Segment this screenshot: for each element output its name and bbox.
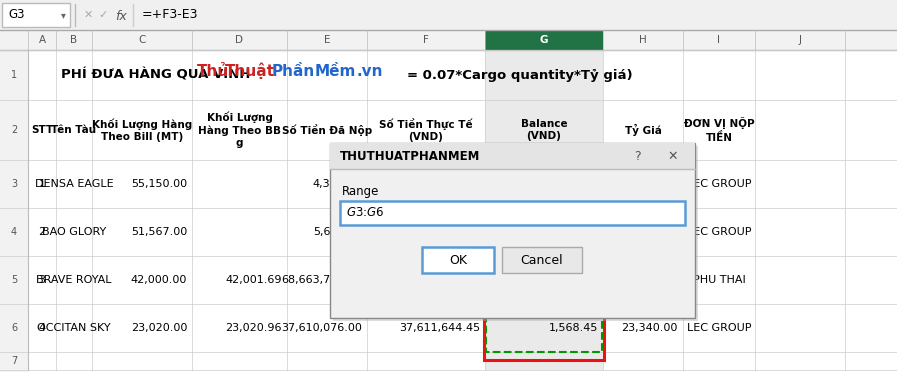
Bar: [330, 143, 695, 169]
Text: 1,568.45: 1,568.45: [549, 323, 598, 333]
Bar: [485, 30, 603, 50]
Text: E: E: [324, 35, 330, 45]
Text: Số Tiền Đã Nộp: Số Tiền Đã Nộp: [282, 124, 372, 136]
Text: ▾: ▾: [61, 10, 65, 20]
Text: .vn: .vn: [357, 64, 384, 78]
Text: PHU THAI: PHU THAI: [692, 275, 745, 285]
Text: LEC GROUP: LEC GROUP: [687, 227, 752, 237]
Text: B: B: [71, 35, 77, 45]
Text: Tỷ Giá: Tỷ Giá: [624, 124, 661, 136]
Text: 5: 5: [11, 275, 17, 285]
Bar: [0, 0, 897, 30]
Text: = 0.07*Cargo quantity*Tỷ giá): = 0.07*Cargo quantity*Tỷ giá): [407, 68, 632, 81]
Text: =+F3-E3: =+F3-E3: [142, 9, 198, 22]
Text: 68,663,700.00: 68,663,700.00: [281, 275, 362, 285]
Text: PHÍ ĐƯA HÀNG QUA VINH: PHÍ ĐƯA HÀNG QUA VINH: [61, 68, 250, 81]
Text: fx: fx: [115, 10, 126, 22]
Bar: [0, 30, 28, 50]
Text: 4,302.15: 4,302.15: [313, 179, 362, 189]
Text: ✓: ✓: [99, 10, 108, 20]
Text: OCCITAN SKY: OCCITAN SKY: [37, 323, 111, 333]
Text: 42,000.00: 42,000.00: [131, 275, 187, 285]
Text: 2: 2: [11, 125, 17, 135]
Text: 6: 6: [11, 323, 17, 333]
Text: F: F: [423, 35, 429, 45]
Text: Cancel: Cancel: [520, 253, 563, 266]
Text: H: H: [640, 35, 647, 45]
Bar: [485, 50, 603, 370]
Text: 23,355.00: 23,355.00: [622, 275, 678, 285]
Bar: [0, 30, 897, 50]
Text: 2,762.90: 2,762.90: [548, 275, 598, 285]
Text: Tên Tàu: Tên Tàu: [51, 125, 97, 135]
Text: C: C: [138, 35, 145, 45]
Text: 23,020.96: 23,020.96: [225, 323, 282, 333]
Text: 55,150.00: 55,150.00: [131, 179, 187, 189]
Bar: [333, 146, 698, 321]
Text: LEC GROUP: LEC GROUP: [687, 179, 752, 189]
Text: THUTHUATPHANMEM: THUTHUATPHANMEM: [340, 150, 481, 163]
Text: G: G: [540, 35, 548, 45]
Text: 3: 3: [11, 179, 17, 189]
Text: Thủ: Thủ: [197, 64, 230, 78]
Text: 37,611,644.45: 37,611,644.45: [399, 323, 480, 333]
Text: ✕: ✕: [83, 10, 92, 20]
Text: Phần: Phần: [272, 64, 315, 78]
Text: J: J: [798, 35, 802, 45]
Bar: [2, 3, 70, 27]
Text: 5,651.81: 5,651.81: [313, 227, 362, 237]
Text: Số Tiền Thực Tế
(VND): Số Tiền Thực Tế (VND): [379, 118, 473, 142]
Bar: [340, 201, 685, 225]
Text: Balance
(VND): Balance (VND): [520, 119, 567, 141]
Text: Khối Lượng
Hàng Theo BB
g: Khối Lượng Hàng Theo BB g: [198, 112, 281, 148]
Text: BAO GLORY: BAO GLORY: [42, 227, 106, 237]
Text: 37,610,076.00: 37,610,076.00: [281, 323, 362, 333]
Text: 23,330.00: 23,330.00: [622, 227, 678, 237]
Bar: [502, 247, 582, 273]
Text: ĐƠN VỊ NỘP
TIỀN: ĐƠN VỊ NỘP TIỀN: [684, 117, 754, 143]
Text: DENSA EAGLE: DENSA EAGLE: [35, 179, 113, 189]
Text: STT: STT: [30, 125, 53, 135]
Text: G3: G3: [8, 9, 24, 22]
Text: 2: 2: [39, 227, 46, 237]
Text: 1: 1: [39, 179, 46, 189]
Text: 1,584.11: 1,584.11: [549, 227, 598, 237]
Bar: [484, 159, 604, 360]
Text: 4: 4: [39, 323, 46, 333]
Text: 1: 1: [11, 70, 17, 80]
Text: 23,340.00: 23,340.00: [622, 323, 678, 333]
Text: $G$3:$G$6: $G$3:$G$6: [346, 206, 385, 219]
Text: LEC GROUP: LEC GROUP: [687, 323, 752, 333]
Text: 23,020.00: 23,020.00: [131, 323, 187, 333]
Text: 3,727.15: 3,727.15: [548, 179, 598, 189]
Text: 23,150.00: 23,150.00: [622, 179, 678, 189]
Text: D: D: [236, 35, 243, 45]
Text: Khối Lượng Hàng
Theo Bill (MT): Khối Lượng Hàng Theo Bill (MT): [91, 118, 192, 142]
Text: OK: OK: [449, 253, 467, 266]
Bar: [422, 247, 494, 273]
Text: 42,001.69: 42,001.69: [225, 275, 282, 285]
Text: 51,567.00: 51,567.00: [131, 227, 187, 237]
Text: Mềm: Mềm: [315, 64, 356, 78]
Text: 4: 4: [11, 227, 17, 237]
Text: ?: ?: [633, 150, 640, 163]
Text: 3: 3: [39, 275, 46, 285]
Text: I: I: [718, 35, 720, 45]
Text: Thuật: Thuật: [225, 63, 275, 79]
Text: BRAVE ROYAL: BRAVE ROYAL: [36, 275, 112, 285]
Bar: [0, 50, 28, 372]
Text: 68,666,462.90: 68,666,462.90: [399, 275, 480, 285]
Text: Range: Range: [342, 185, 379, 198]
Text: ✕: ✕: [667, 150, 678, 163]
Text: 7: 7: [11, 356, 17, 366]
Bar: [330, 143, 695, 318]
Bar: [486, 160, 602, 352]
Text: A: A: [39, 35, 46, 45]
